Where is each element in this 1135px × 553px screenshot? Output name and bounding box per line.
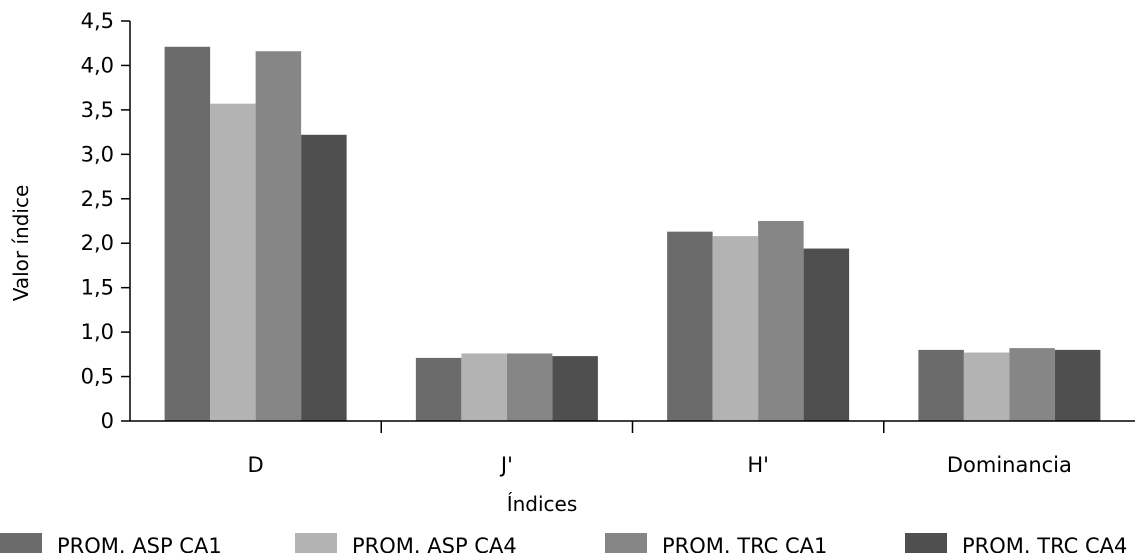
x-tick-label: D [248, 453, 264, 477]
bar [164, 46, 211, 422]
bar [255, 51, 302, 421]
y-tick-label: 1,5 [81, 276, 114, 300]
y-tick-label: 0 [101, 409, 114, 433]
y-tick-label: 0,5 [81, 365, 114, 389]
legend-swatch [905, 533, 947, 553]
legend-label: PROM. ASP CA4 [352, 534, 517, 553]
bar [803, 248, 850, 421]
bar [667, 231, 713, 421]
legend-label: PROM. TRC CA4 [962, 534, 1127, 553]
y-tick-label: 1,0 [81, 320, 114, 344]
bar [1054, 349, 1101, 421]
x-tick-label: J' [499, 453, 513, 477]
legend-label: PROM. TRC CA1 [662, 534, 827, 553]
y-tick-label: 4,5 [81, 9, 114, 33]
y-tick-label: 2,0 [81, 231, 114, 255]
bar [963, 352, 1010, 421]
y-tick-label: 2,5 [81, 187, 114, 211]
y-axis-title: Valor índice [9, 185, 33, 302]
bar [552, 356, 598, 421]
legend: PROM. ASP CA1 PROM. ASP CA4 PROM. TRC CA1 P… [0, 533, 1127, 553]
bar [210, 103, 256, 422]
bar [461, 353, 507, 421]
bar [506, 353, 553, 421]
bar [301, 134, 347, 421]
legend-swatch [0, 533, 42, 553]
y-ticks-group: 0 0,5 1,0 1,5 2,0 2,5 3,0 3,5 4,0 4,5 [81, 9, 130, 433]
x-axis-title: Índices [507, 492, 578, 516]
bar [918, 349, 964, 421]
y-tick-label: 3,5 [81, 98, 114, 122]
legend-swatch [605, 533, 647, 553]
bars-group [164, 46, 1101, 422]
x-ticks-group: D J' H' Dominancia [248, 421, 1072, 477]
x-tick-label: H' [747, 453, 769, 477]
legend-label: PROM. ASP CA1 [57, 534, 222, 553]
y-tick-label: 3,0 [81, 142, 114, 166]
bar [712, 236, 759, 421]
x-tick-label: Dominancia [947, 453, 1072, 477]
legend-swatch [295, 533, 337, 553]
bar [758, 221, 804, 421]
y-tick-label: 4,0 [81, 53, 114, 77]
bar [415, 357, 462, 421]
bar [1009, 348, 1055, 421]
